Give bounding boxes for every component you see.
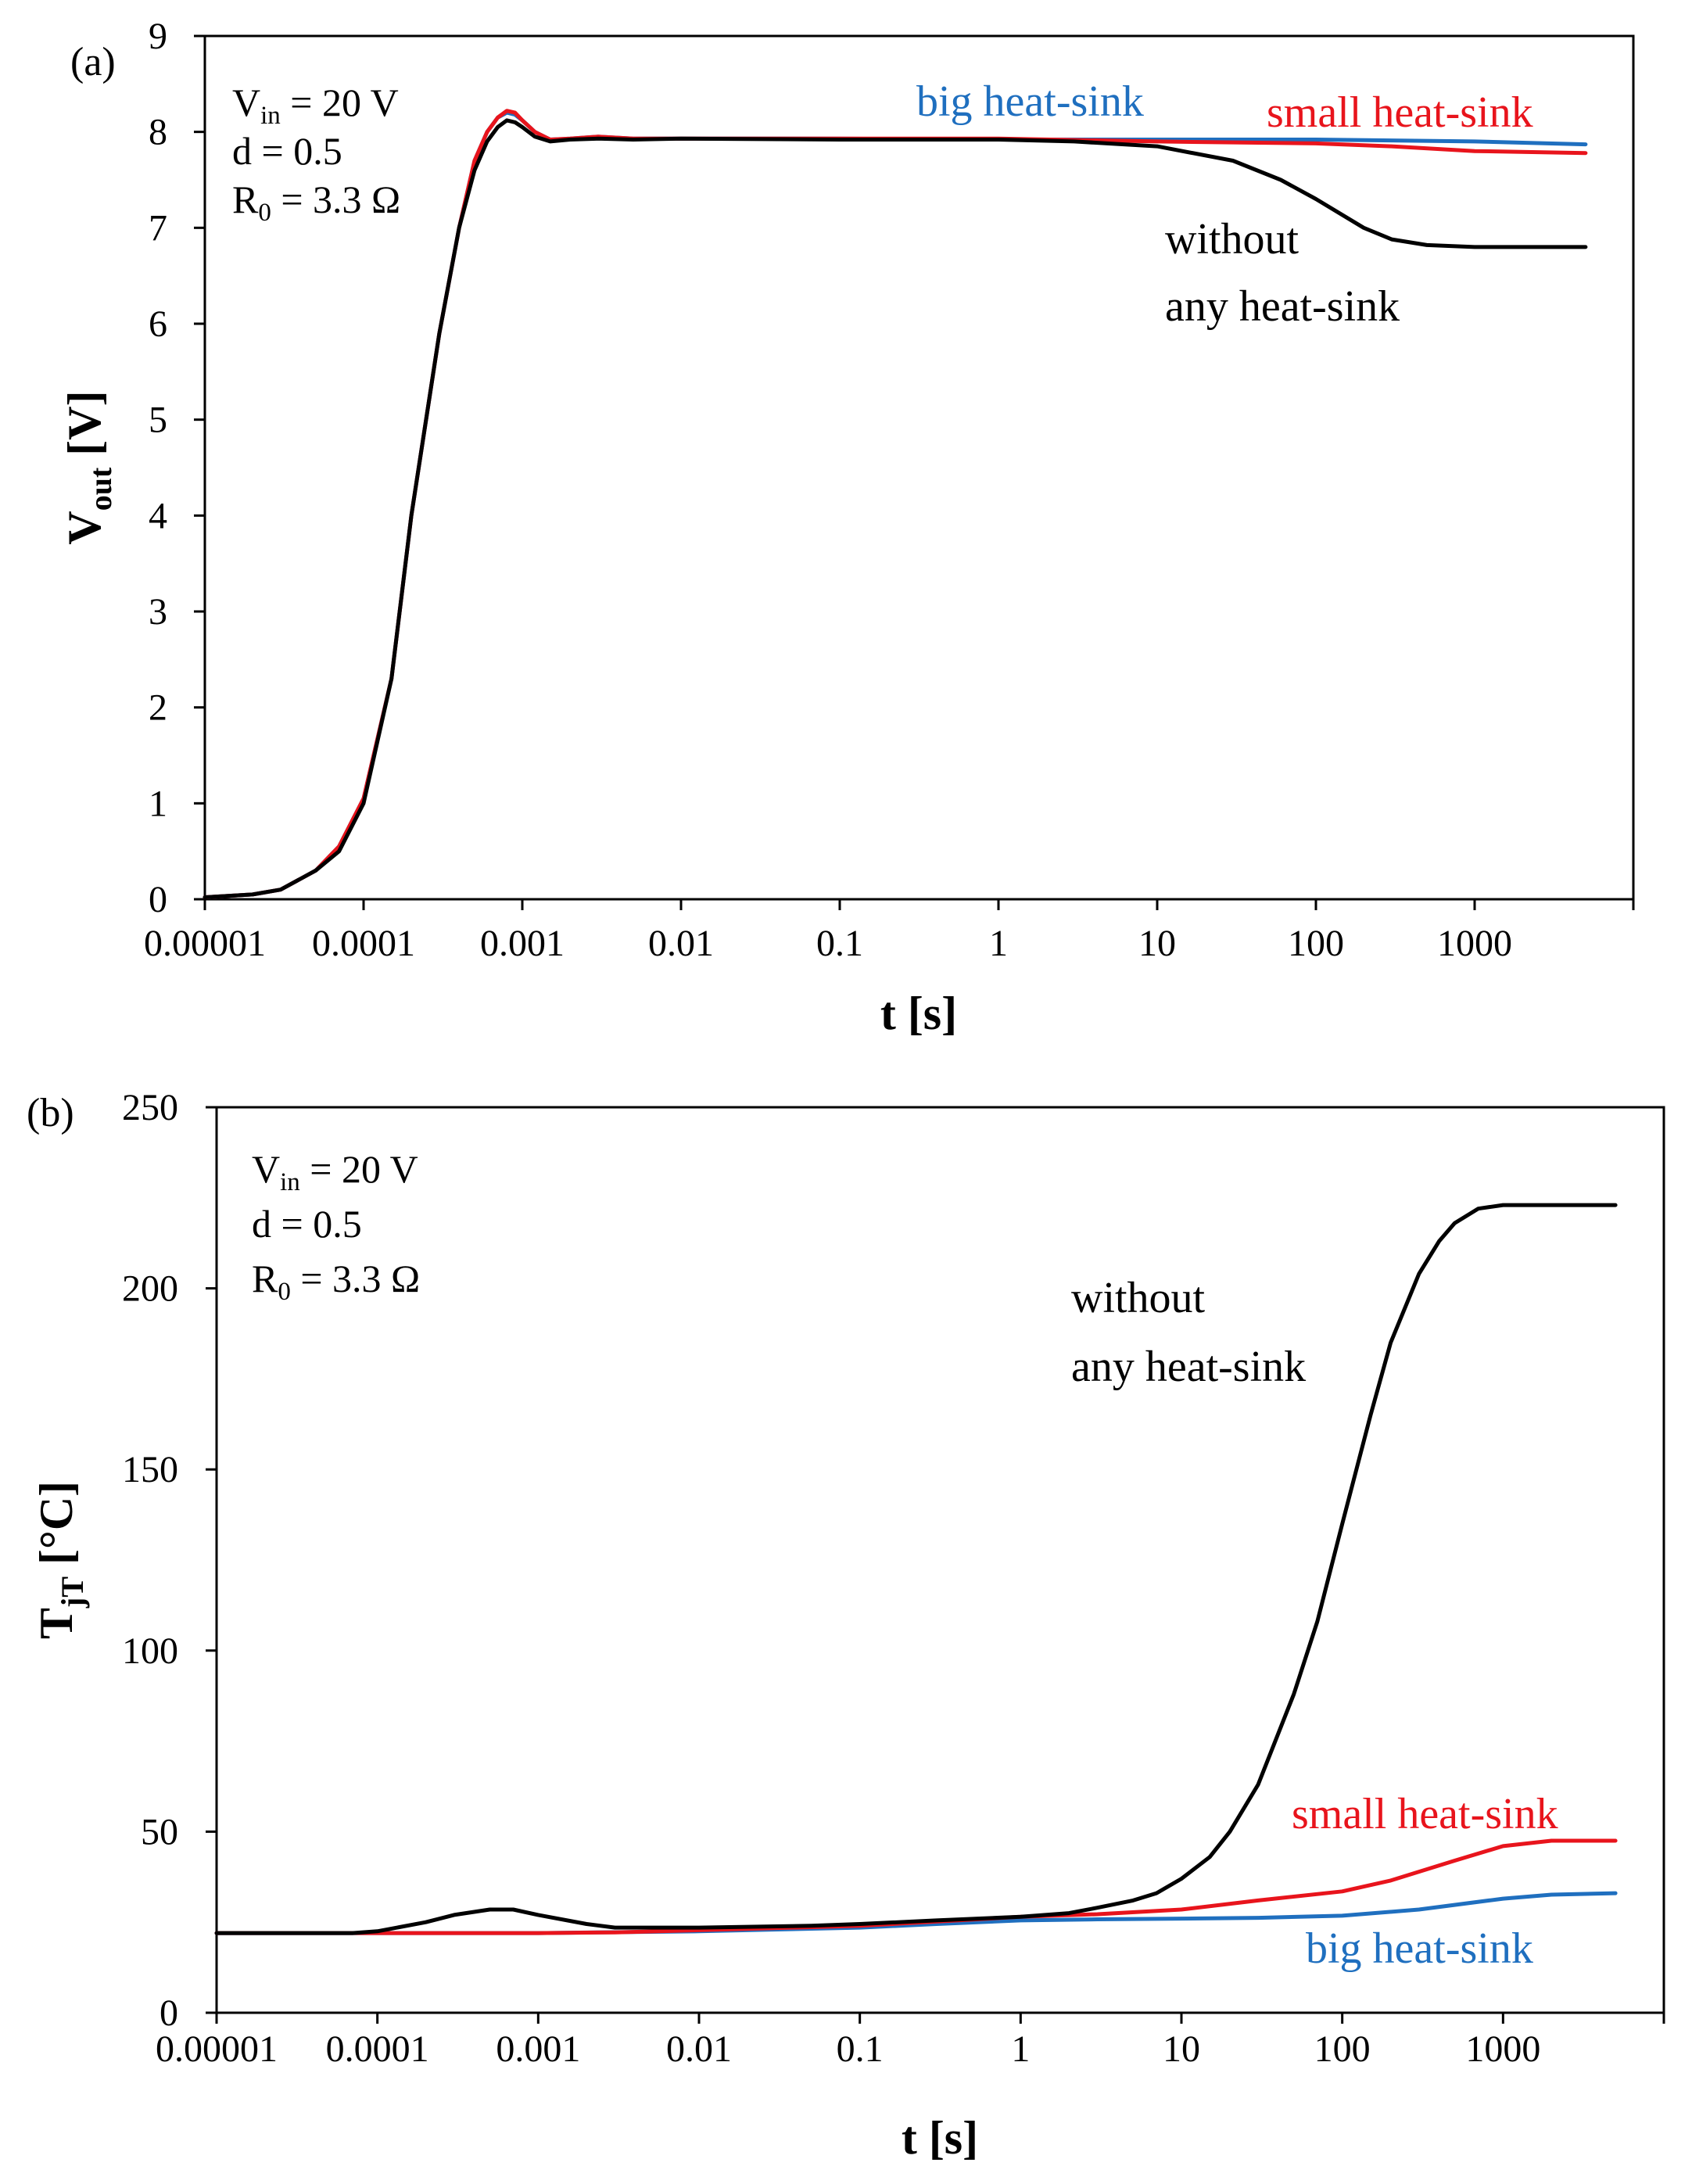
y-tick-label: 50 <box>141 1811 178 1852</box>
y-tick-label: 0 <box>149 879 167 920</box>
annotation-big-b: big heat-sink <box>1306 1924 1533 1973</box>
series-lines-a <box>203 109 1588 899</box>
y-tick-label: 200 <box>122 1268 178 1310</box>
y-tick-label: 9 <box>149 16 167 57</box>
y-tick-label: 6 <box>149 303 167 345</box>
tick-marks-b <box>206 1106 1665 2024</box>
x-tick-label: 10 <box>1138 923 1176 964</box>
series-lines-b <box>214 1203 1618 1935</box>
series-line-none <box>203 118 1588 899</box>
annotation-none1-b: without <box>1071 1274 1206 1322</box>
plot-frame-b <box>215 1106 1665 2014</box>
x-tick-label: 0.01 <box>648 923 714 964</box>
tick-marks-a <box>194 34 1635 910</box>
plot-frame-a <box>203 34 1635 901</box>
panel-label-b: (b) <box>27 1091 74 1135</box>
x-tick-label: 0.001 <box>496 2028 580 2070</box>
x-tick-label: 0.0001 <box>312 923 415 964</box>
y-tick-labels-a: 0 1 2 3 4 5 6 7 8 9 <box>149 16 167 920</box>
annotation-small-b: small heat-sink <box>1292 1790 1558 1838</box>
y-tick-label: 4 <box>149 495 167 536</box>
x-tick-label: 0.00001 <box>156 2028 278 2070</box>
y-tick-label: 2 <box>149 687 167 729</box>
y-tick-labels-b: 0 50 100 150 200 250 <box>122 1087 178 2034</box>
x-tick-label: 1000 <box>1437 923 1512 964</box>
y-tick-label: 0 <box>160 1992 178 2034</box>
cond-vin-a: Vin = 20 V <box>232 81 399 130</box>
x-tick-label: 1000 <box>1465 2028 1540 2070</box>
x-axis-title-b: t [s] <box>902 2112 978 2164</box>
x-tick-labels-b: 0.00001 0.0001 0.001 0.01 0.1 1 10 100 1000 <box>156 2028 1540 2070</box>
chart-a: (a) 0 1 2 3 4 5 6 7 8 9 0.00001 0.0001 0.001 0.01 0.1… <box>59 16 1635 1039</box>
y-tick-label: 8 <box>149 112 167 153</box>
y-tick-label: 150 <box>122 1449 178 1490</box>
x-tick-label: 0.1 <box>816 923 863 964</box>
panel-label-a: (a) <box>70 40 116 84</box>
x-tick-label: 0.00001 <box>144 923 266 964</box>
y-tick-label: 3 <box>149 591 167 633</box>
x-tick-label: 0.01 <box>666 2028 732 2070</box>
annotation-small-a: small heat-sink <box>1267 88 1533 137</box>
y-axis-title-b: TjT [°C] <box>30 1481 90 1639</box>
cond-r0-b: R0 = 3.3 Ω <box>252 1257 420 1306</box>
cond-vin-b: Vin = 20 V <box>252 1147 418 1196</box>
y-tick-label: 1 <box>149 783 167 824</box>
x-tick-labels-a: 0.00001 0.0001 0.001 0.01 0.1 1 10 100 1000 <box>144 923 1512 964</box>
x-tick-label: 1 <box>1011 2028 1030 2070</box>
cond-d-b: d = 0.5 <box>252 1202 362 1246</box>
y-tick-label: 250 <box>122 1087 178 1128</box>
cond-r0-a: R0 = 3.3 Ω <box>232 178 400 227</box>
series-line-small <box>214 1838 1618 1935</box>
x-tick-label: 10 <box>1163 2028 1200 2070</box>
series-line-none <box>214 1203 1618 1935</box>
annotation-none1-a: without <box>1165 215 1299 264</box>
y-tick-label: 5 <box>149 400 167 441</box>
y-axis-title-a: Vout [V] <box>59 390 118 544</box>
y-tick-label: 7 <box>149 207 167 249</box>
y-tick-label: 100 <box>122 1630 178 1672</box>
x-tick-label: 0.1 <box>837 2028 884 2070</box>
x-tick-label: 0.001 <box>480 923 565 964</box>
annotation-big-a: big heat-sink <box>916 77 1144 126</box>
annotation-none2-b: any heat-sink <box>1071 1343 1306 1391</box>
x-tick-label: 100 <box>1288 923 1344 964</box>
x-tick-label: 1 <box>989 923 1008 964</box>
x-tick-label: 0.0001 <box>326 2028 429 2070</box>
cond-d-a: d = 0.5 <box>232 129 342 173</box>
x-tick-label: 100 <box>1314 2028 1371 2070</box>
x-axis-title-a: t [s] <box>880 988 957 1039</box>
annotation-none2-a: any heat-sink <box>1165 282 1400 331</box>
